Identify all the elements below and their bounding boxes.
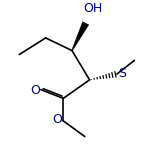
Polygon shape bbox=[72, 22, 89, 51]
Text: S: S bbox=[118, 66, 126, 80]
Text: O: O bbox=[52, 113, 62, 126]
Text: O: O bbox=[30, 84, 40, 97]
Text: OH: OH bbox=[83, 2, 102, 16]
